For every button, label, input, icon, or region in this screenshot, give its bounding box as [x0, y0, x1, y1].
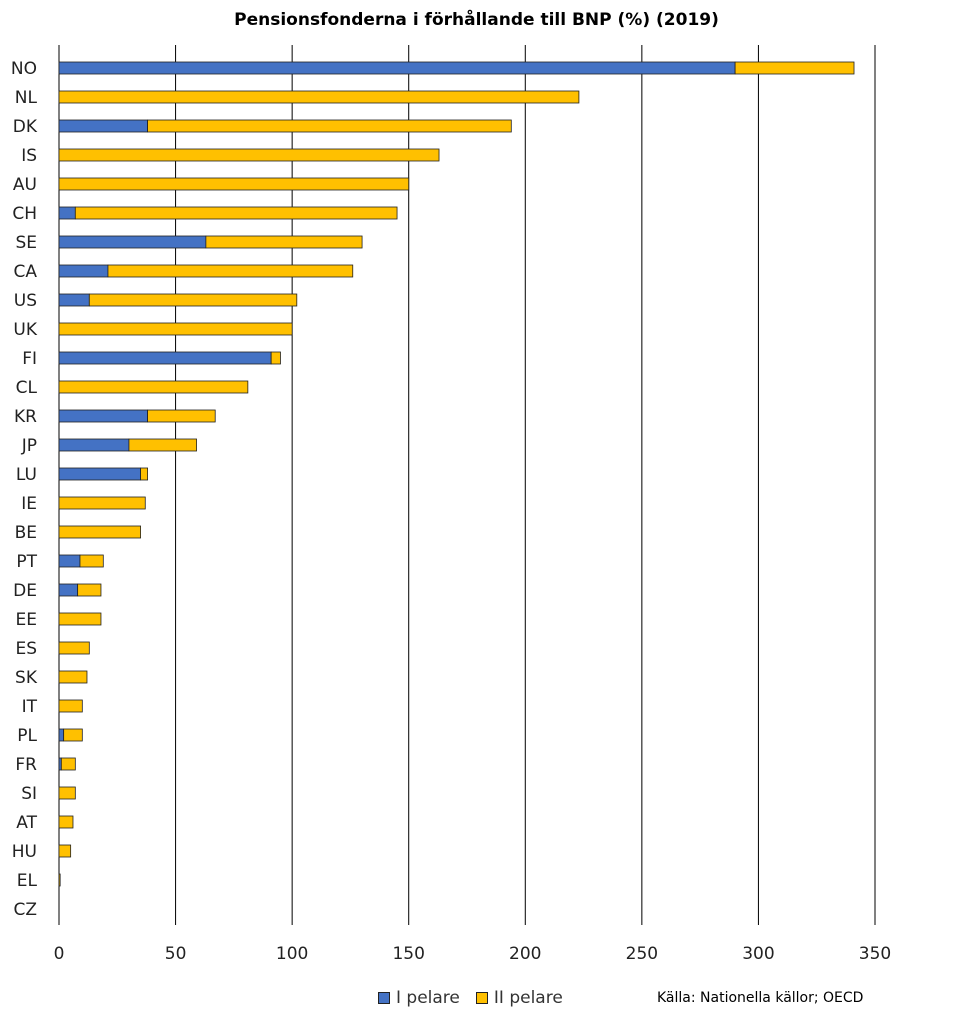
- category-label: EE: [16, 610, 37, 630]
- category-label: JP: [21, 436, 37, 456]
- category-label: FI: [22, 349, 37, 369]
- bar-ii-pelare: [63, 728, 83, 742]
- category-label: US: [14, 291, 37, 311]
- x-tick-label: 250: [626, 944, 658, 964]
- category-label: DK: [13, 117, 38, 137]
- x-tick-label: 0: [54, 944, 65, 964]
- bar-ii-pelare: [147, 409, 216, 423]
- category-label: PT: [16, 552, 37, 572]
- bar-ii-pelare: [140, 467, 148, 481]
- category-label: FR: [15, 755, 37, 775]
- bar-ii-pelare: [58, 786, 76, 800]
- bar-ii-pelare: [58, 148, 440, 162]
- x-tick-label: 200: [509, 944, 541, 964]
- bar-i-pelare: [58, 235, 207, 249]
- category-label: SK: [15, 668, 38, 688]
- x-tick-label: 300: [742, 944, 774, 964]
- bar-ii-pelare: [270, 351, 281, 365]
- category-label: AU: [13, 175, 37, 195]
- bar-i-pelare: [58, 554, 81, 568]
- bar-ii-pelare: [88, 293, 298, 307]
- bar-i-pelare: [58, 467, 141, 481]
- bar-i-pelare: [58, 119, 148, 133]
- bar-ii-pelare: [79, 554, 104, 568]
- category-label: DE: [13, 581, 37, 601]
- bar-ii-pelare: [58, 177, 410, 191]
- bar-ii-pelare: [58, 612, 102, 626]
- bar-i-pelare: [58, 264, 109, 278]
- category-label: NO: [11, 59, 37, 79]
- category-label: CH: [12, 204, 37, 224]
- x-tick-labels: 0 50 100 150 200 250 300 350: [54, 944, 892, 964]
- bars: [58, 61, 855, 887]
- category-label: SE: [15, 233, 37, 253]
- bar-ii-pelare: [58, 496, 146, 510]
- bar-i-pelare: [58, 206, 76, 220]
- bar-ii-pelare: [147, 119, 512, 133]
- x-tick-label: 350: [859, 944, 891, 964]
- category-label: ES: [15, 639, 37, 659]
- bar-ii-pelare: [58, 322, 293, 336]
- legend-item-i-pelare: I pelare: [378, 988, 460, 1008]
- bar-ii-pelare: [58, 380, 249, 394]
- bar-ii-pelare: [58, 670, 88, 684]
- x-tick-label: 150: [392, 944, 424, 964]
- category-label: UK: [13, 320, 37, 340]
- category-labels: NO NL DK IS AU CH SE CA US UK FI CL KR JP LU IE BE PT DE EE…: [11, 59, 38, 920]
- bar-ii-pelare: [107, 264, 354, 278]
- bar-ii-pelare: [205, 235, 363, 249]
- category-label: IS: [21, 146, 37, 166]
- legend-swatch-ii-pelare: [475, 992, 488, 1004]
- bar-ii-pelare: [128, 438, 197, 452]
- category-label: AT: [16, 813, 37, 833]
- bar-i-pelare: [58, 438, 130, 452]
- bar-ii-pelare: [58, 844, 72, 858]
- source-note: Källa: Nationella källor; OECD: [657, 990, 864, 1006]
- category-label: CA: [14, 262, 38, 282]
- x-tick-label: 50: [165, 944, 187, 964]
- bar-ii-pelare: [734, 61, 855, 75]
- category-label: SI: [21, 784, 37, 804]
- bar-ii-pelare: [58, 873, 61, 887]
- bar-i-pelare: [58, 293, 90, 307]
- bar-i-pelare: [58, 61, 736, 75]
- legend-swatch-i-pelare: [378, 992, 390, 1004]
- category-label: EL: [17, 871, 38, 891]
- category-label: LU: [16, 465, 37, 485]
- legend: I pelare II pelare: [378, 988, 579, 1008]
- bar-ii-pelare: [58, 815, 74, 829]
- legend-label-ii-pelare: II pelare: [493, 988, 563, 1008]
- bar-chart: NO NL DK IS AU CH SE CA US UK FI CL KR JP LU IE BE PT DE EE…: [11, 45, 892, 964]
- bar-ii-pelare: [58, 525, 141, 539]
- category-label: KR: [14, 407, 37, 427]
- category-label: PL: [17, 726, 37, 746]
- bar-ii-pelare: [77, 583, 102, 597]
- bar-ii-pelare: [58, 699, 83, 713]
- category-label: BE: [15, 523, 37, 543]
- bar-i-pelare: [58, 583, 79, 597]
- category-label: IT: [22, 697, 38, 717]
- legend-label-i-pelare: I pelare: [396, 988, 460, 1008]
- bar-ii-pelare: [58, 641, 90, 655]
- gridlines: [58, 45, 876, 925]
- bar-ii-pelare: [74, 206, 398, 220]
- category-label: CZ: [13, 900, 37, 920]
- category-label: NL: [15, 88, 38, 108]
- category-label: CL: [16, 378, 38, 398]
- bar-i-pelare: [58, 728, 65, 742]
- bar-ii-pelare: [60, 757, 76, 771]
- category-label: IE: [21, 494, 37, 514]
- legend-item-ii-pelare: II pelare: [475, 988, 563, 1008]
- x-tick-label: 100: [276, 944, 308, 964]
- category-label: HU: [12, 842, 37, 862]
- bar-ii-pelare: [58, 90, 580, 104]
- chart-title: Pensionsfonderna i förhållande till BNP …: [234, 10, 719, 30]
- bar-i-pelare: [58, 351, 272, 365]
- bar-i-pelare: [58, 409, 148, 423]
